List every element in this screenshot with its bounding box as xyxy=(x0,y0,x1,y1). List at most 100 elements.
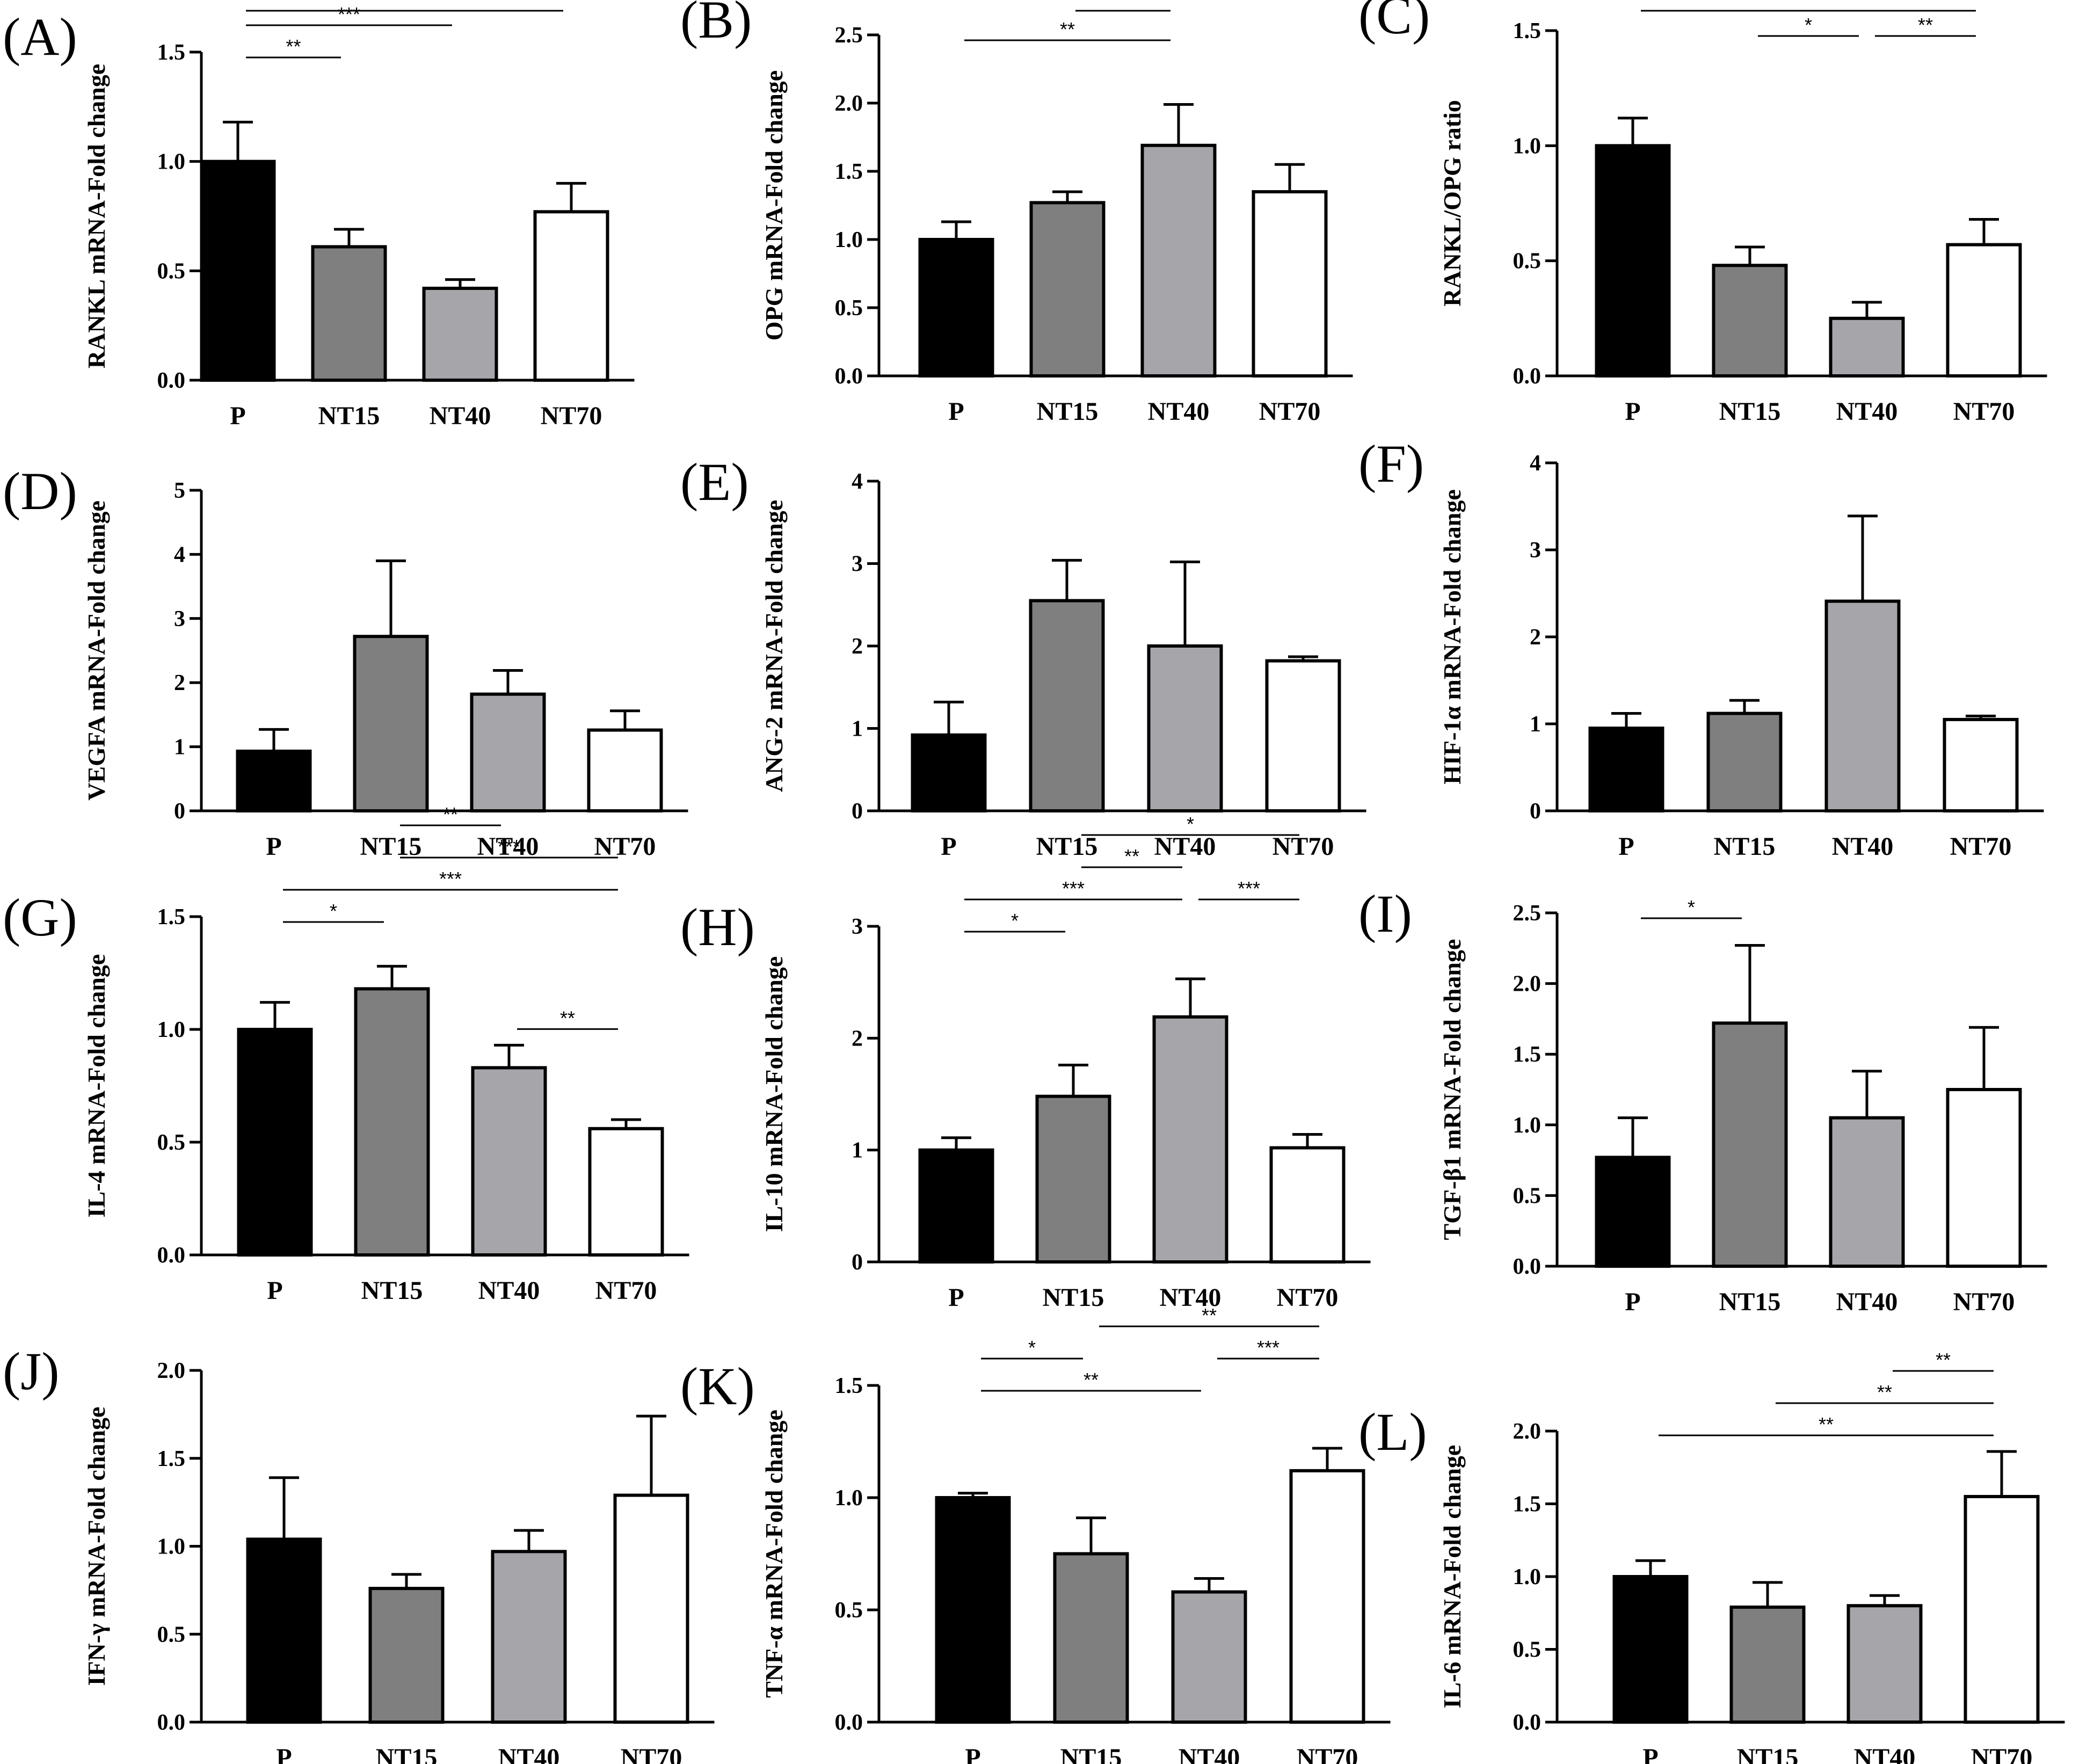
y-tick-label-l: 0.5 xyxy=(1513,1638,1542,1663)
panel-i: (I) TGF-β1 mRNA-Fold change 0.0 0.5 1.0 1.5 2.… xyxy=(1358,884,2047,1316)
bar-d-nt40 xyxy=(470,692,546,813)
y-tick-label-i: 1.0 xyxy=(1513,1113,1542,1138)
y-tick-label-c: 1.5 xyxy=(1513,19,1542,43)
panel-g: (G)IL-4 mRNA-Fold change 0.0 0.5 1.0 1.5 P NT1… xyxy=(3,803,689,1305)
bar-g-nt15 xyxy=(354,987,430,1257)
x-tick-label-b: NT70 xyxy=(1259,397,1321,426)
y-tick-label-e: 1 xyxy=(852,717,863,742)
x-tick-label-f: NT70 xyxy=(1950,832,2012,861)
y-tick-label-b: 1.5 xyxy=(835,159,863,184)
y-tick-label-l: 0.0 xyxy=(1513,1710,1542,1735)
x-tick-label-i: NT40 xyxy=(1836,1288,1898,1316)
significance-label-b: * xyxy=(1119,0,1126,11)
significance-label-h: *** xyxy=(1062,877,1085,899)
significance-label-k: ** xyxy=(1202,1304,1217,1326)
x-tick-label-d: NT40 xyxy=(477,832,539,861)
significance-label-c: ** xyxy=(1801,0,1816,11)
y-tick-label-b: 0.0 xyxy=(835,364,863,389)
y-tick-label-h: 1 xyxy=(852,1138,863,1163)
x-tick-label-g: P xyxy=(267,1276,282,1305)
y-axis-label-d: VEGFA mRNA-Fold change xyxy=(83,500,110,801)
bar-f-nt70 xyxy=(1943,717,2019,813)
panel-j: (J) IFN-γ mRNA-Fold change 0.0 0.5 1.0 1.5 2.0… xyxy=(3,1341,715,1764)
bar-c-nt70 xyxy=(1946,243,2022,378)
y-axis-label-k: TNF-α mRNA-Fold change xyxy=(760,1410,788,1698)
y-tick-label-g: 0.5 xyxy=(157,1130,186,1155)
significance-label-a: ** xyxy=(508,0,523,11)
bar-f-p xyxy=(1588,727,1664,812)
x-tick-label-b: P xyxy=(948,397,964,426)
y-tick-label-d: 5 xyxy=(174,478,185,503)
x-tick-label-a: NT15 xyxy=(318,402,380,430)
panel-label-f: (F) xyxy=(1358,434,1424,493)
x-tick-label-g: NT15 xyxy=(361,1276,423,1305)
significance-label-i: * xyxy=(1688,896,1695,918)
y-tick-label-b: 0.5 xyxy=(835,296,863,321)
x-tick-label-f: P xyxy=(1618,832,1634,861)
y-tick-label-j: 1.5 xyxy=(157,1447,186,1471)
bar-l-nt70 xyxy=(1964,1494,2040,1724)
y-axis-label-h: IL-10 mRNA-Fold change xyxy=(760,956,788,1232)
bar-j-nt40 xyxy=(491,1550,567,1724)
x-tick-label-g: NT40 xyxy=(478,1276,540,1305)
panel-label-d: (D) xyxy=(3,461,77,521)
bar-j-nt70 xyxy=(613,1493,689,1724)
y-tick-label-e: 3 xyxy=(852,552,863,577)
bar-c-nt15 xyxy=(1712,264,1788,378)
y-tick-label-b: 1.0 xyxy=(835,228,863,252)
bar-h-nt40 xyxy=(1152,1015,1228,1264)
significance-label-a: * xyxy=(401,0,408,11)
significance-label-c: *** xyxy=(1739,0,1761,11)
bar-b-nt70 xyxy=(1252,190,1328,378)
panel-label-e: (E) xyxy=(680,452,749,512)
y-tick-label-j: 1.0 xyxy=(157,1535,186,1559)
panel-label-g: (G) xyxy=(3,888,77,947)
y-tick-label-f: 0 xyxy=(1530,799,1541,824)
y-tick-label-g: 1.5 xyxy=(157,905,186,930)
y-tick-label-k: 0.0 xyxy=(835,1710,863,1735)
x-tick-label-k: NT40 xyxy=(1179,1744,1240,1764)
y-tick-label-c: 1.0 xyxy=(1513,134,1542,158)
y-tick-label-i: 0.5 xyxy=(1513,1184,1542,1208)
y-tick-label-d: 0 xyxy=(174,799,185,824)
x-tick-label-f: NT15 xyxy=(1714,832,1776,861)
y-tick-label-l: 2.0 xyxy=(1513,1419,1542,1444)
y-tick-label-g: 1.0 xyxy=(157,1018,186,1042)
bar-i-nt70 xyxy=(1946,1088,2022,1268)
significance-label-l: ** xyxy=(1936,1349,1951,1371)
bar-g-nt40 xyxy=(471,1066,547,1257)
panel-h: (H)IL-10 mRNA-Fold change 0 1 2 3 P NT15 NT40 NT… xyxy=(680,813,1371,1312)
x-tick-label-h: NT70 xyxy=(1277,1283,1339,1312)
x-tick-label-f: NT40 xyxy=(1832,832,1894,861)
bar-d-nt70 xyxy=(587,728,663,813)
significance-label-h: ** xyxy=(1124,845,1139,867)
y-tick-label-e: 2 xyxy=(852,634,863,659)
y-axis-label-f: HIF-1α mRNA-Fold change xyxy=(1438,489,1466,785)
bar-h-nt70 xyxy=(1269,1146,1346,1264)
x-tick-label-l: P xyxy=(1642,1744,1658,1764)
x-tick-label-i: NT15 xyxy=(1719,1288,1781,1316)
bar-k-nt15 xyxy=(1053,1552,1129,1724)
panel-label-i: (I) xyxy=(1358,884,1412,943)
significance-label-g: * xyxy=(330,900,337,922)
x-tick-label-a: NT70 xyxy=(541,402,602,430)
y-tick-label-i: 0.0 xyxy=(1513,1254,1542,1279)
y-tick-label-l: 1.5 xyxy=(1513,1492,1542,1517)
significance-label-k: * xyxy=(1028,1337,1036,1359)
x-tick-label-j: P xyxy=(276,1744,292,1764)
x-tick-label-j: NT40 xyxy=(498,1744,560,1764)
x-tick-label-c: P xyxy=(1625,397,1640,426)
x-tick-label-c: NT70 xyxy=(1953,397,2015,426)
bar-a-nt70 xyxy=(533,210,609,382)
y-tick-label-j: 0.0 xyxy=(157,1710,186,1735)
bar-e-nt40 xyxy=(1147,644,1223,812)
x-tick-label-a: NT40 xyxy=(430,402,491,430)
significance-label-l: ** xyxy=(1819,1413,1834,1435)
x-tick-label-e: NT70 xyxy=(1273,832,1334,861)
bar-i-p xyxy=(1595,1156,1671,1268)
y-tick-label-j: 2.0 xyxy=(157,1359,186,1383)
panel-d: (D)VEGFA mRNA-Fold change 0 1 2 3 4 5 P NT15 NT40… xyxy=(3,461,688,861)
panel-e: (E) ANG-2 mRNA-Fold change 0 1 2 3 4 P NT15 NT40 N… xyxy=(680,452,1366,861)
bar-b-nt40 xyxy=(1140,143,1217,378)
